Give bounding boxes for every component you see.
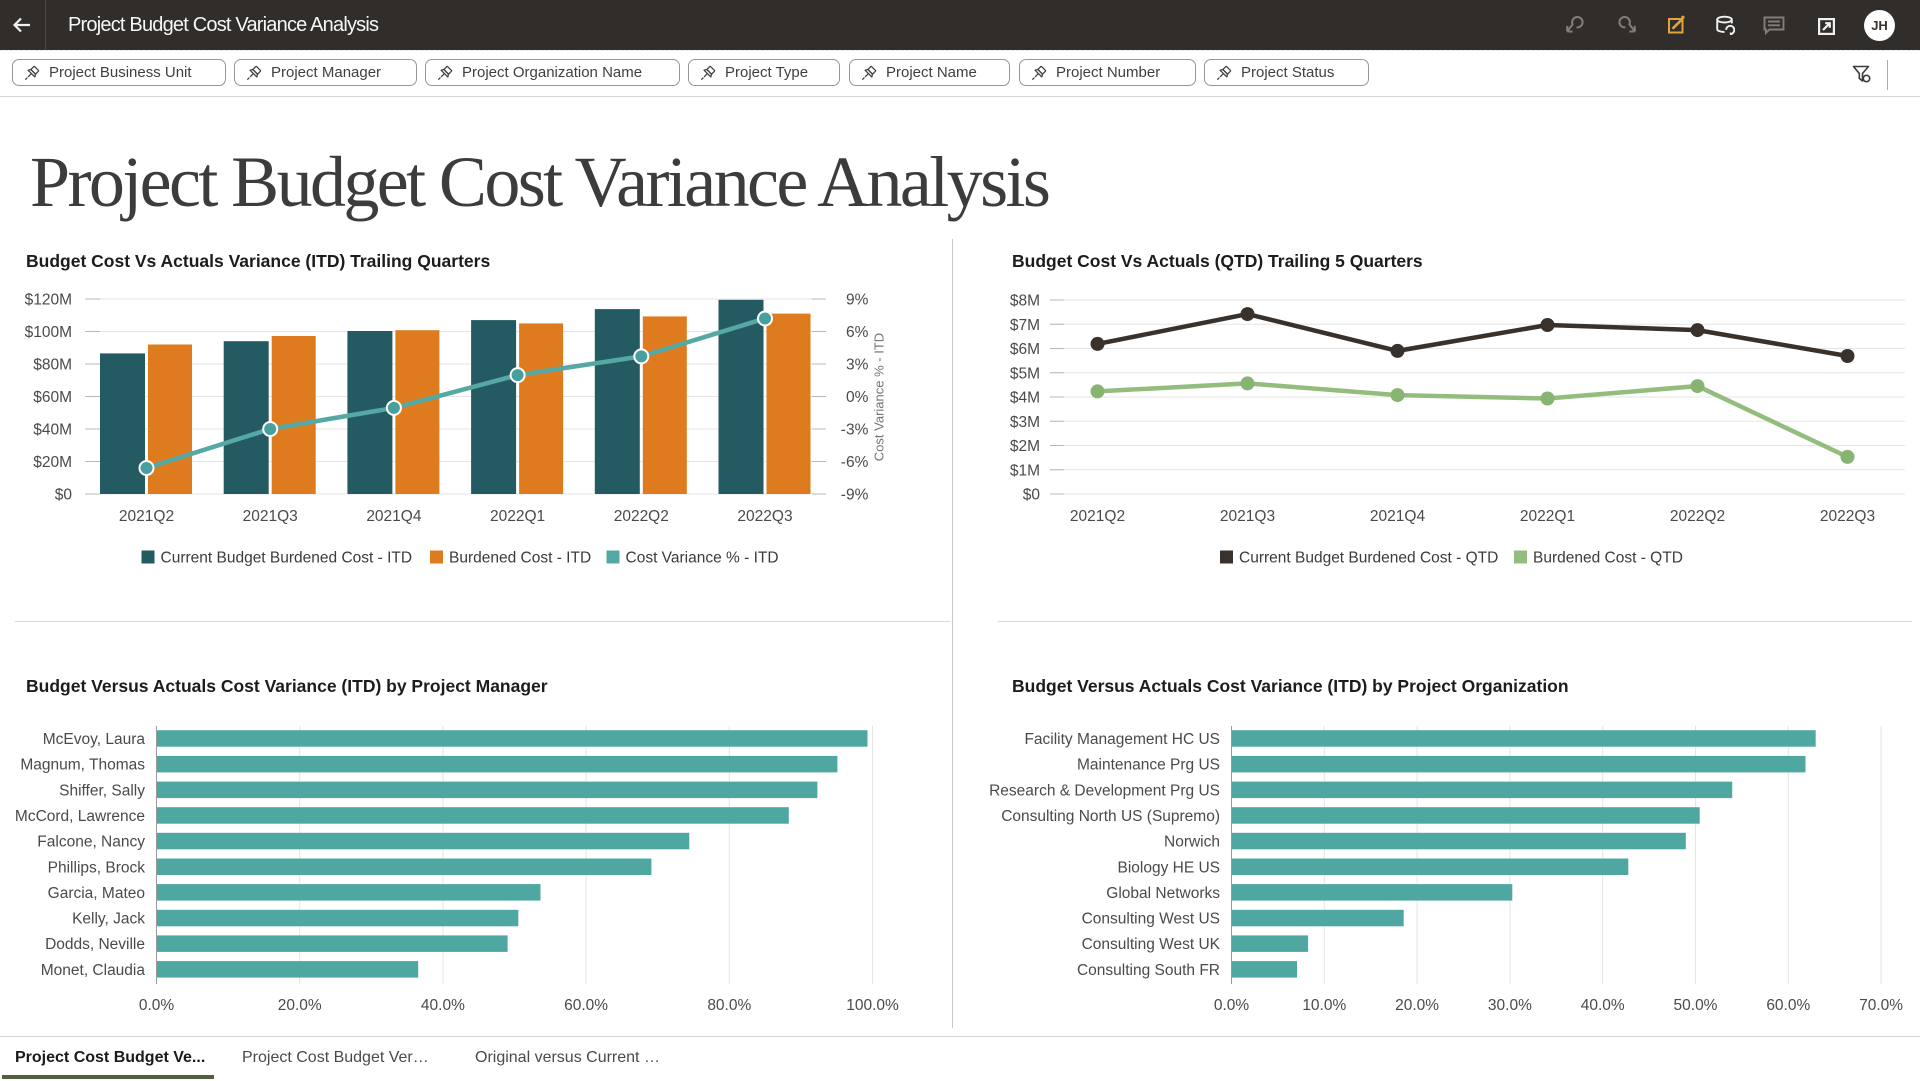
svg-text:$40M: $40M xyxy=(33,422,72,439)
svg-text:Cost Variance % - ITD: Cost Variance % - ITD xyxy=(872,333,887,461)
svg-text:Budget Cost Vs Actuals Varianc: Budget Cost Vs Actuals Variance (ITD) Tr… xyxy=(26,251,490,271)
svg-text:Consulting North US (Supremo): Consulting North US (Supremo) xyxy=(1001,808,1220,825)
svg-text:Falcone, Nancy: Falcone, Nancy xyxy=(37,834,145,851)
svg-text:100.0%: 100.0% xyxy=(846,997,899,1014)
svg-text:Research & Development Prg US: Research & Development Prg US xyxy=(989,782,1220,799)
svg-text:Dodds, Neville: Dodds, Neville xyxy=(45,936,145,953)
svg-text:Consulting West UK: Consulting West UK xyxy=(1082,936,1221,953)
svg-text:2022Q3: 2022Q3 xyxy=(1820,508,1875,525)
svg-text:2022Q1: 2022Q1 xyxy=(490,508,545,525)
svg-text:Burdened Cost - ITD: Burdened Cost - ITD xyxy=(449,550,591,567)
svg-text:6%: 6% xyxy=(846,324,869,341)
svg-text:$1M: $1M xyxy=(1010,462,1040,479)
svg-text:2022Q2: 2022Q2 xyxy=(1670,508,1725,525)
svg-text:-3%: -3% xyxy=(841,422,869,439)
svg-text:2022Q3: 2022Q3 xyxy=(737,508,792,525)
svg-text:Current Budget Burdened Cost -: Current Budget Burdened Cost - QTD xyxy=(1239,550,1498,567)
svg-text:50.0%: 50.0% xyxy=(1674,997,1718,1014)
svg-text:McEvoy, Laura: McEvoy, Laura xyxy=(43,731,146,748)
svg-text:McCord, Lawrence: McCord, Lawrence xyxy=(15,808,145,825)
svg-text:Consulting West US: Consulting West US xyxy=(1082,911,1220,928)
svg-text:-6%: -6% xyxy=(841,454,869,471)
svg-text:Maintenance Prg US: Maintenance Prg US xyxy=(1077,757,1220,774)
svg-text:Burdened Cost - QTD: Burdened Cost - QTD xyxy=(1533,550,1683,567)
svg-text:$5M: $5M xyxy=(1010,365,1040,382)
svg-text:2021Q2: 2021Q2 xyxy=(119,508,174,525)
svg-text:60.0%: 60.0% xyxy=(1766,997,1810,1014)
svg-text:2021Q4: 2021Q4 xyxy=(366,508,422,525)
svg-text:Cost Variance % - ITD: Cost Variance % - ITD xyxy=(626,550,779,567)
svg-text:2022Q1: 2022Q1 xyxy=(1520,508,1575,525)
svg-text:Magnum, Thomas: Magnum, Thomas xyxy=(20,757,145,774)
svg-text:2021Q3: 2021Q3 xyxy=(1220,508,1275,525)
svg-text:Budget Versus Actuals Cost Var: Budget Versus Actuals Cost Variance (ITD… xyxy=(1012,676,1569,696)
svg-text:2022Q2: 2022Q2 xyxy=(614,508,669,525)
svg-text:20.0%: 20.0% xyxy=(278,997,322,1014)
svg-text:Current Budget Burdened Cost -: Current Budget Burdened Cost - ITD xyxy=(161,550,413,567)
svg-text:2021Q4: 2021Q4 xyxy=(1370,508,1426,525)
svg-text:$100M: $100M xyxy=(25,324,72,341)
svg-text:Global Networks: Global Networks xyxy=(1106,885,1220,902)
svg-text:Budget Cost Vs Actuals (QTD) T: Budget Cost Vs Actuals (QTD) Trailing 5 … xyxy=(1012,251,1423,271)
svg-text:$4M: $4M xyxy=(1010,390,1040,407)
svg-text:0%: 0% xyxy=(846,389,869,406)
svg-text:Garcia, Mateo: Garcia, Mateo xyxy=(48,885,145,902)
svg-text:Biology HE US: Biology HE US xyxy=(1117,859,1220,876)
svg-text:30.0%: 30.0% xyxy=(1488,997,1532,1014)
svg-text:60.0%: 60.0% xyxy=(564,997,608,1014)
svg-text:$7M: $7M xyxy=(1010,317,1040,334)
svg-text:2021Q3: 2021Q3 xyxy=(243,508,298,525)
svg-text:80.0%: 80.0% xyxy=(707,997,751,1014)
svg-text:$8M: $8M xyxy=(1010,293,1040,310)
svg-text:$120M: $120M xyxy=(25,292,72,309)
svg-text:$0: $0 xyxy=(55,487,73,504)
svg-text:Kelly, Jack: Kelly, Jack xyxy=(72,911,145,928)
svg-text:0.0%: 0.0% xyxy=(139,997,175,1014)
svg-text:$20M: $20M xyxy=(33,454,72,471)
svg-text:$80M: $80M xyxy=(33,357,72,374)
svg-text:9%: 9% xyxy=(846,292,869,309)
svg-text:$6M: $6M xyxy=(1010,341,1040,358)
svg-text:-9%: -9% xyxy=(841,487,869,504)
svg-text:3%: 3% xyxy=(846,357,869,374)
svg-text:40.0%: 40.0% xyxy=(1581,997,1625,1014)
svg-text:0.0%: 0.0% xyxy=(1214,997,1250,1014)
svg-text:Budget Versus Actuals Cost Var: Budget Versus Actuals Cost Variance (ITD… xyxy=(26,676,548,696)
svg-text:Facility Management HC US: Facility Management HC US xyxy=(1024,731,1220,748)
svg-text:$0: $0 xyxy=(1023,487,1041,504)
svg-text:Consulting South FR: Consulting South FR xyxy=(1077,962,1220,979)
svg-text:$60M: $60M xyxy=(33,389,72,406)
svg-text:$2M: $2M xyxy=(1010,438,1040,455)
svg-text:20.0%: 20.0% xyxy=(1395,997,1439,1014)
svg-text:70.0%: 70.0% xyxy=(1859,997,1903,1014)
svg-text:2021Q2: 2021Q2 xyxy=(1070,508,1125,525)
svg-text:Shiffer, Sally: Shiffer, Sally xyxy=(59,782,145,799)
svg-text:Norwich: Norwich xyxy=(1164,834,1220,851)
svg-text:Monet, Claudia: Monet, Claudia xyxy=(41,962,146,979)
svg-text:Phillips, Brock: Phillips, Brock xyxy=(48,859,146,876)
svg-text:$3M: $3M xyxy=(1010,414,1040,431)
svg-text:10.0%: 10.0% xyxy=(1302,997,1346,1014)
svg-text:40.0%: 40.0% xyxy=(421,997,465,1014)
